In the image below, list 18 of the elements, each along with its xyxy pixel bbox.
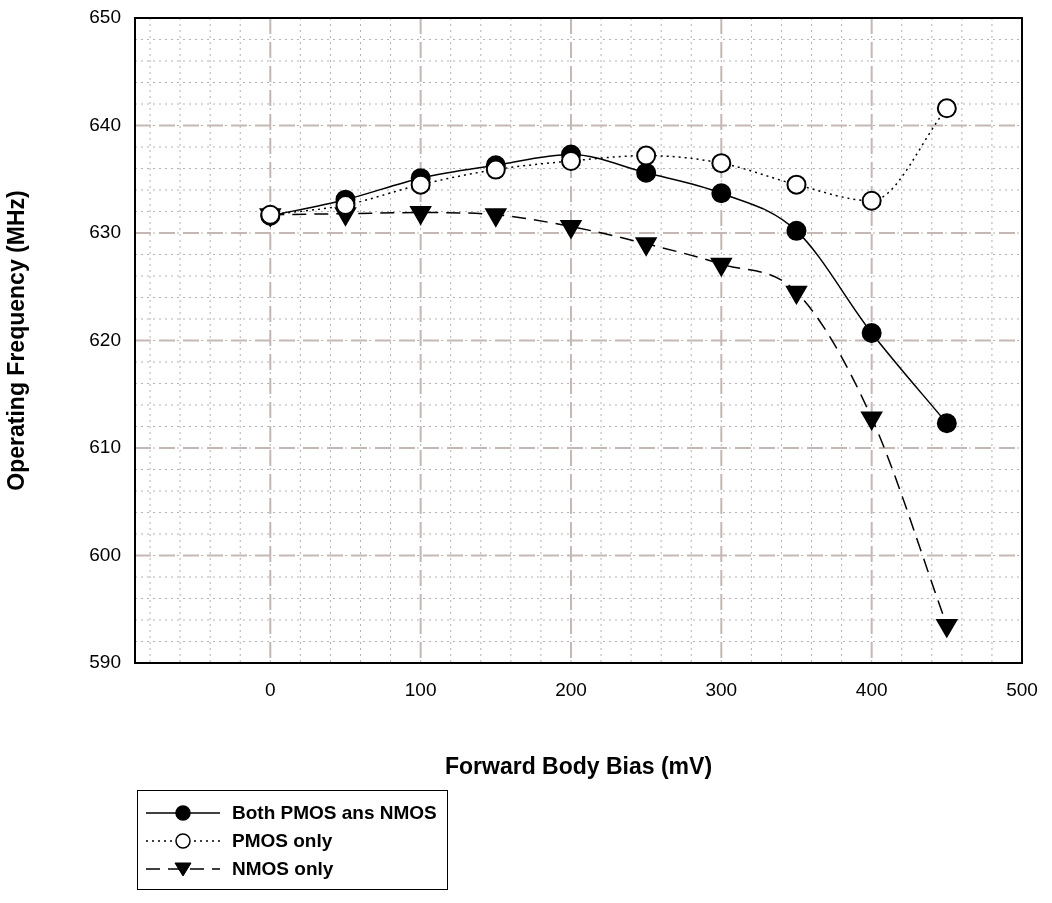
x-tick-label: 300 bbox=[705, 678, 738, 700]
y-tick-label: 610 bbox=[89, 436, 121, 458]
y-tick-label: 590 bbox=[89, 651, 121, 673]
y-tick-label: 600 bbox=[89, 543, 121, 565]
legend-label: NMOS only bbox=[232, 858, 334, 880]
x-tick-label: 200 bbox=[555, 678, 587, 700]
y-tick-label: 630 bbox=[89, 221, 121, 243]
x-tick-label: 400 bbox=[855, 678, 888, 700]
y-axis-title: Operating Frequency (MHz) bbox=[3, 190, 30, 491]
y-tick-label: 640 bbox=[89, 113, 121, 135]
legend-label: Both PMOS ans NMOS bbox=[232, 802, 437, 824]
x-tick-label: 500 bbox=[1006, 678, 1038, 700]
y-tick-label: 650 bbox=[89, 6, 121, 28]
legend-label: PMOS only bbox=[232, 830, 333, 852]
x-tick-label: 100 bbox=[404, 678, 437, 700]
y-tick-label: 620 bbox=[89, 328, 121, 350]
x-tick-label: 0 bbox=[265, 678, 276, 700]
x-axis-title: Forward Body Bias (mV) bbox=[444, 752, 713, 779]
